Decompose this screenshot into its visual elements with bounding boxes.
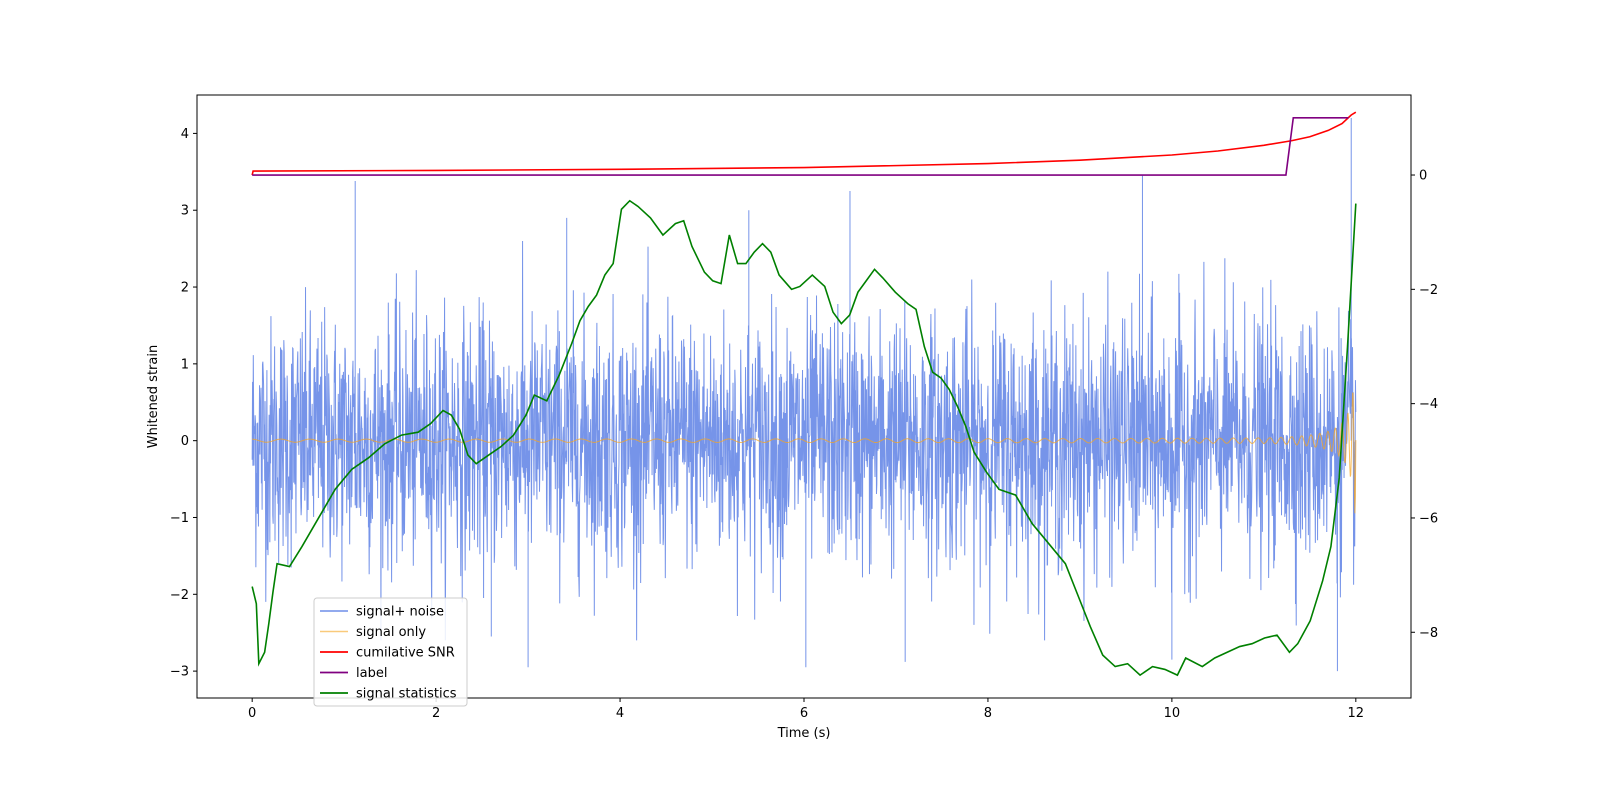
y-axis-right: −8 −6 −4 −2 0 bbox=[1411, 169, 1438, 641]
y-right-tick-label: −8 bbox=[1419, 626, 1438, 641]
x-tick-label: 0 bbox=[248, 706, 256, 721]
x-axis-label: Time (s) bbox=[777, 726, 831, 741]
legend-box bbox=[313, 597, 468, 707]
plot-area bbox=[251, 111, 1357, 677]
series-signal-statistics bbox=[251, 199, 1357, 677]
legend-label-signal-only: signal only bbox=[356, 625, 426, 640]
y-right-tick-label: 0 bbox=[1419, 169, 1427, 184]
y-left-tick-label: 2 bbox=[181, 281, 189, 296]
y-right-tick-label: −6 bbox=[1419, 511, 1438, 526]
x-tick-label: 2 bbox=[432, 706, 440, 721]
legend-label-cumilative-snr: cumilative SNR bbox=[356, 646, 455, 661]
y-right-tick-label: −4 bbox=[1419, 397, 1438, 412]
x-tick-label: 10 bbox=[1164, 706, 1181, 721]
y-axis-label-left: Whitened strain bbox=[146, 345, 161, 448]
x-tick-label: 6 bbox=[800, 706, 808, 721]
legend: signal+ noise signal only cumilative SNR la… bbox=[313, 597, 468, 707]
series-signal-only bbox=[252, 392, 1357, 514]
y-left-tick-label: −3 bbox=[170, 665, 189, 680]
y-axis-left: −3 −2 −1 0 1 2 3 4 bbox=[170, 127, 197, 680]
legend-label-label: label bbox=[356, 666, 387, 681]
y-left-tick-label: −2 bbox=[170, 588, 189, 603]
x-tick-label: 12 bbox=[1348, 706, 1365, 721]
y-left-tick-label: −1 bbox=[170, 511, 189, 526]
series-cumilative-snr bbox=[251, 111, 1357, 176]
y-left-tick-label: 0 bbox=[181, 434, 189, 449]
x-tick-label: 4 bbox=[616, 706, 624, 721]
series-label bbox=[252, 117, 1349, 176]
y-left-tick-label: 3 bbox=[181, 204, 189, 219]
x-tick-label: 8 bbox=[984, 706, 992, 721]
y-right-tick-label: −2 bbox=[1419, 283, 1438, 298]
legend-label-signal-noise: signal+ noise bbox=[356, 605, 444, 620]
legend-label-signal-statistics: signal statistics bbox=[356, 687, 457, 702]
y-left-tick-label: 1 bbox=[181, 357, 189, 372]
y-left-tick-label: 4 bbox=[181, 127, 189, 142]
series-signal-plus-noise bbox=[251, 118, 1357, 672]
